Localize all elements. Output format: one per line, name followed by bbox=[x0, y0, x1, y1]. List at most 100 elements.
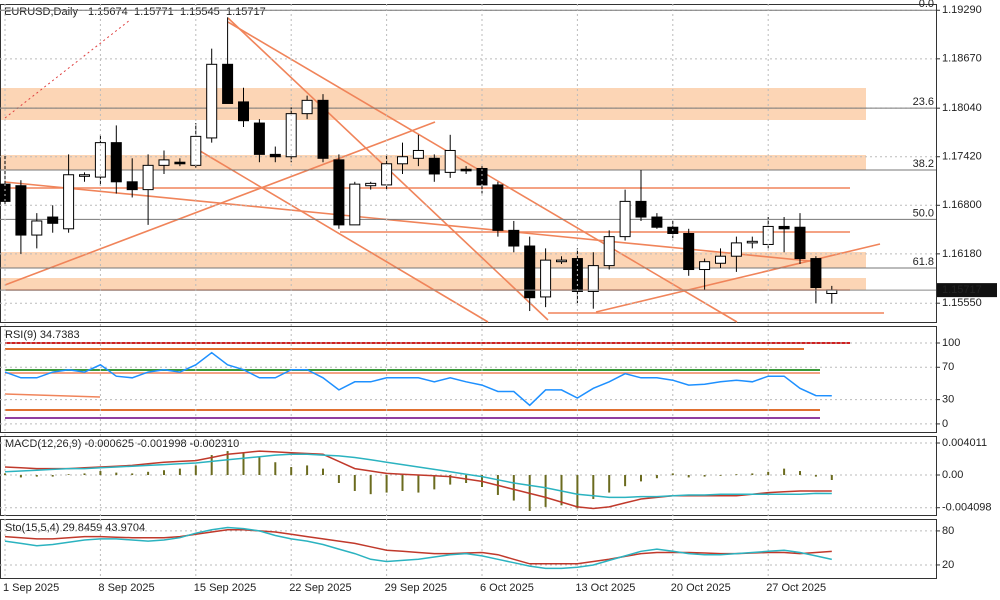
low-price: 1.15545 bbox=[180, 6, 220, 18]
candle-body bbox=[269, 153, 281, 158]
histogram-bar bbox=[687, 475, 690, 478]
x-tick-label: 8 Sep 2025 bbox=[98, 582, 154, 594]
candle-body bbox=[238, 101, 249, 122]
histogram-bar bbox=[401, 475, 404, 491]
candle-body bbox=[603, 236, 615, 267]
x-tick-label: 27 Oct 2025 bbox=[766, 582, 826, 594]
symbol: EURUSD,Daily bbox=[4, 6, 78, 18]
histogram-bar bbox=[799, 471, 801, 476]
candle-body bbox=[333, 159, 345, 226]
x-tick-label: 6 Oct 2025 bbox=[480, 582, 534, 594]
candle-body bbox=[0, 183, 11, 202]
histogram-bar bbox=[226, 451, 229, 476]
y-tick-label: 1.19290 bbox=[942, 4, 982, 16]
trend-line bbox=[194, 147, 489, 323]
histogram-bar bbox=[592, 475, 595, 499]
histogram-bar bbox=[608, 475, 611, 493]
histogram-bar bbox=[703, 475, 706, 477]
histogram-bar bbox=[719, 475, 722, 476]
candle-body bbox=[349, 183, 361, 226]
candle-body bbox=[651, 216, 663, 228]
histogram-bar bbox=[449, 475, 452, 485]
rsi-title: RSI(9) 34.7383 bbox=[5, 329, 80, 341]
histogram-bar bbox=[163, 470, 165, 476]
trend-line bbox=[4, 19, 131, 119]
series-line bbox=[4, 526, 832, 570]
histogram-bar bbox=[337, 475, 340, 483]
fib-label: 61.8 bbox=[913, 256, 934, 268]
histogram-bar bbox=[290, 467, 293, 476]
histogram-bar bbox=[258, 457, 261, 476]
histogram-bar bbox=[814, 475, 817, 477]
price-box bbox=[937, 283, 997, 298]
open-price: 1.15674 bbox=[88, 6, 128, 18]
sto-title: Sto(15,5,4) 29.8459 43.9704 bbox=[5, 522, 145, 534]
histogram-bar bbox=[274, 462, 277, 476]
histogram-bar bbox=[67, 474, 70, 476]
histogram-bar bbox=[242, 452, 245, 476]
histogram-bar bbox=[178, 468, 181, 476]
histogram-bar bbox=[194, 465, 197, 476]
y-tick-label: 1.16180 bbox=[942, 248, 982, 260]
y-tick-label: 70 bbox=[942, 361, 954, 373]
histogram-bar bbox=[767, 471, 770, 476]
histogram-bar bbox=[83, 473, 86, 476]
candle-body bbox=[683, 232, 695, 271]
candle-body bbox=[428, 157, 440, 175]
histogram-bar bbox=[433, 475, 436, 490]
histogram-bar bbox=[131, 473, 134, 476]
histogram-bar bbox=[115, 472, 118, 476]
histogram-bar bbox=[560, 475, 563, 506]
histogram-bar bbox=[751, 473, 754, 476]
macd-panel bbox=[0, 436, 937, 516]
y-tick-label: 0.004011 bbox=[942, 437, 987, 449]
candle-body bbox=[47, 216, 59, 224]
candle-body bbox=[174, 161, 186, 165]
histogram-bar bbox=[369, 475, 372, 495]
y-tick-label: 1.15550 bbox=[942, 297, 982, 309]
zone bbox=[0, 88, 866, 120]
candle-body bbox=[778, 225, 790, 230]
histogram-bar bbox=[353, 475, 356, 491]
histogram-bar bbox=[306, 465, 309, 476]
candle-body bbox=[142, 164, 154, 191]
high-price: 1.15771 bbox=[134, 6, 174, 18]
histogram-bar bbox=[640, 475, 642, 482]
candle-body bbox=[79, 174, 90, 177]
rsi-levels bbox=[4, 342, 850, 419]
candle-body bbox=[635, 200, 647, 218]
candle-body bbox=[746, 240, 758, 244]
x-tick-label: 1 Sep 2025 bbox=[3, 582, 59, 594]
candle-body bbox=[15, 185, 27, 236]
y-tick-label: 20 bbox=[942, 559, 954, 571]
series-line bbox=[4, 450, 832, 510]
candle-body bbox=[253, 122, 265, 155]
candle-body bbox=[826, 289, 838, 294]
trend-line bbox=[4, 181, 821, 263]
candle-body bbox=[587, 265, 599, 292]
candle-body bbox=[540, 259, 552, 298]
main-panel bbox=[0, 4, 937, 323]
zone bbox=[0, 252, 866, 268]
histogram-bar bbox=[210, 455, 213, 476]
candle-body bbox=[110, 142, 122, 183]
y-tick-label: 80 bbox=[942, 525, 954, 537]
y-tick-label: 1.16800 bbox=[942, 199, 982, 211]
y-tick-label: 1.18670 bbox=[942, 53, 982, 65]
candle-body bbox=[794, 226, 806, 260]
candle-body bbox=[222, 63, 234, 104]
histogram-bar bbox=[655, 475, 658, 479]
histogram-bar bbox=[35, 475, 38, 477]
histogram-bar bbox=[544, 475, 547, 507]
level-line bbox=[4, 393, 101, 398]
histogram-bar bbox=[417, 475, 420, 493]
fib-label: 50.0 bbox=[913, 207, 934, 219]
x-tick-label: 22 Sep 2025 bbox=[289, 582, 351, 594]
histogram-bar bbox=[51, 475, 54, 477]
rsi-panel bbox=[0, 326, 937, 433]
candle-body bbox=[317, 99, 329, 159]
candle-body bbox=[556, 259, 567, 263]
candle-body bbox=[524, 245, 536, 299]
y-tick-label: 1.18040 bbox=[942, 102, 982, 114]
